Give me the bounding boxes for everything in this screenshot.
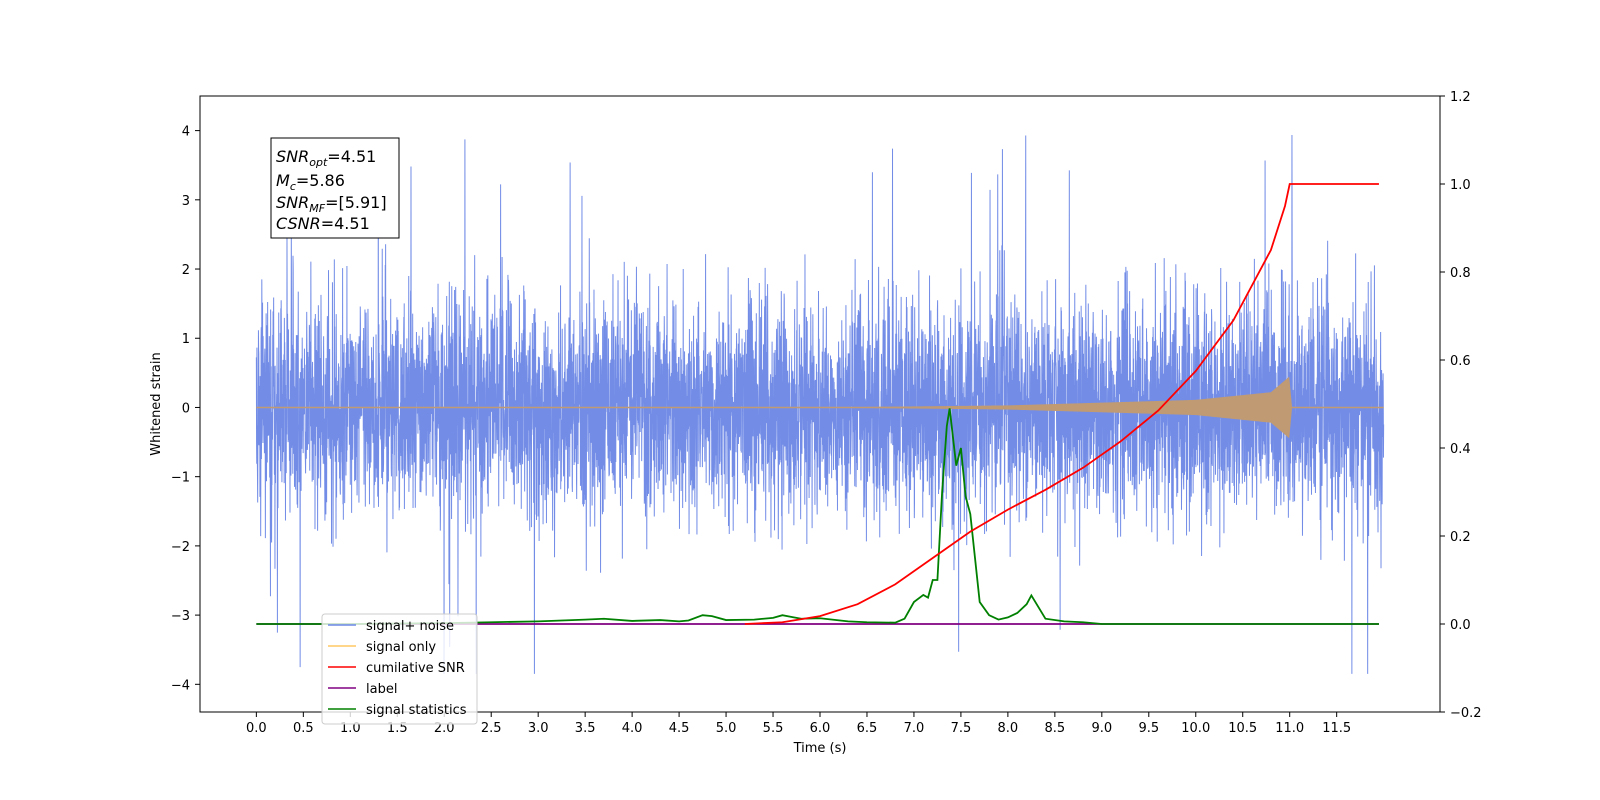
y-left-tick-label: 2 xyxy=(182,263,190,278)
x-tick-label: 10.5 xyxy=(1228,721,1257,736)
x-tick-label: 7.5 xyxy=(951,721,972,736)
x-tick-label: 8.5 xyxy=(1045,721,1066,736)
legend-frame xyxy=(321,613,478,725)
series-signal-noise xyxy=(255,135,1385,674)
x-tick-label: 2.0 xyxy=(434,721,455,736)
y-left-tick-label: −3 xyxy=(171,609,190,624)
info-mc: Mc=5.86 xyxy=(276,171,345,193)
x-tick-label: 0.0 xyxy=(246,721,267,736)
line-cumulative-snr xyxy=(744,183,1379,625)
y-axis-right: −0.2 0.0 0.2 0.4 0.6 0.8 1.0 1.2 xyxy=(1440,90,1482,721)
legend-item-cumulative-snr: cumilative SNR xyxy=(328,661,465,676)
legend-label: signal only xyxy=(366,640,436,655)
info-csnr: CSNR=4.51 xyxy=(276,214,370,233)
x-tick-label: 10.0 xyxy=(1181,721,1210,736)
y-left-tick-label: 4 xyxy=(182,125,190,140)
x-tick-label: 5.5 xyxy=(763,721,784,736)
y-axis-left: −4 −3 −2 −1 0 1 2 3 4 xyxy=(171,125,200,693)
info-box-frame xyxy=(270,137,400,239)
x-tick-label: 8.0 xyxy=(998,721,1019,736)
y-left-tick-label: 1 xyxy=(182,332,190,347)
line-signal-noise xyxy=(255,135,1385,674)
line-signal-statistics xyxy=(256,408,1379,625)
x-tick-label: 7.0 xyxy=(904,721,925,736)
y-right-tick-label: 0.0 xyxy=(1450,618,1471,633)
x-tick-label: 4.0 xyxy=(622,721,643,736)
x-tick-label: 1.0 xyxy=(340,721,361,736)
x-tick-label: 9.5 xyxy=(1138,721,1159,736)
legend-item-label: label xyxy=(328,682,397,697)
y-right-tick-label: 1.2 xyxy=(1450,90,1471,105)
legend-item-signal-only: signal only xyxy=(328,640,436,655)
x-tick-label: 9.0 xyxy=(1091,721,1112,736)
series-signal-only xyxy=(256,376,1384,439)
legend-item-signal-statistics: signal statistics xyxy=(328,703,467,718)
y-right-tick-label: 0.2 xyxy=(1450,530,1471,545)
info-box: SNRopt=4.51 Mc=5.86 SNRMF=[5.91] CSNR=4.… xyxy=(270,137,400,239)
y-left-tick-label: 0 xyxy=(182,401,190,416)
x-tick-label: 4.5 xyxy=(669,721,690,736)
y-right-tick-label: 0.8 xyxy=(1450,266,1471,281)
x-tick-label: 1.5 xyxy=(387,721,408,736)
y-left-tick-label: −2 xyxy=(171,540,190,555)
x-tick-label: 11.5 xyxy=(1322,721,1351,736)
y-right-tick-label: 1.0 xyxy=(1450,178,1471,193)
y-left-tick-label: −1 xyxy=(171,471,190,486)
y-axis-label: Whitened strain xyxy=(149,352,164,455)
info-snr-opt: SNRopt=4.51 xyxy=(276,147,376,169)
x-tick-label: 6.0 xyxy=(810,721,831,736)
legend-label: signal+ noise xyxy=(366,619,454,634)
x-tick-label: 3.0 xyxy=(528,721,549,736)
x-tick-label: 6.5 xyxy=(857,721,878,736)
x-axis: 0.0 0.5 1.0 1.5 2.0 2.5 3.0 3.5 4.0 4.5 5.0 5.5 6.0 6… xyxy=(246,712,1351,736)
legend-label: cumilative SNR xyxy=(366,661,465,676)
x-tick-label: 0.5 xyxy=(293,721,314,736)
legend: signal+ noise signal only cumilative SNR… xyxy=(321,613,478,725)
y-right-tick-label: 0.6 xyxy=(1450,354,1471,369)
info-snr-mf: SNRMF=[5.91] xyxy=(276,193,387,215)
legend-label: signal statistics xyxy=(366,703,467,718)
legend-item-signal-noise: signal+ noise xyxy=(328,619,454,634)
y-left-tick-label: −4 xyxy=(171,678,190,693)
x-tick-label: 3.5 xyxy=(575,721,596,736)
legend-label: label xyxy=(366,682,397,697)
y-left-tick-label: 3 xyxy=(182,194,190,209)
x-axis-label: Time (s) xyxy=(793,741,847,756)
x-tick-label: 2.5 xyxy=(481,721,502,736)
x-tick-label: 5.0 xyxy=(716,721,737,736)
x-tick-label: 11.0 xyxy=(1275,721,1304,736)
y-right-tick-label: 0.4 xyxy=(1450,442,1471,457)
y-right-tick-label: −0.2 xyxy=(1450,706,1482,721)
